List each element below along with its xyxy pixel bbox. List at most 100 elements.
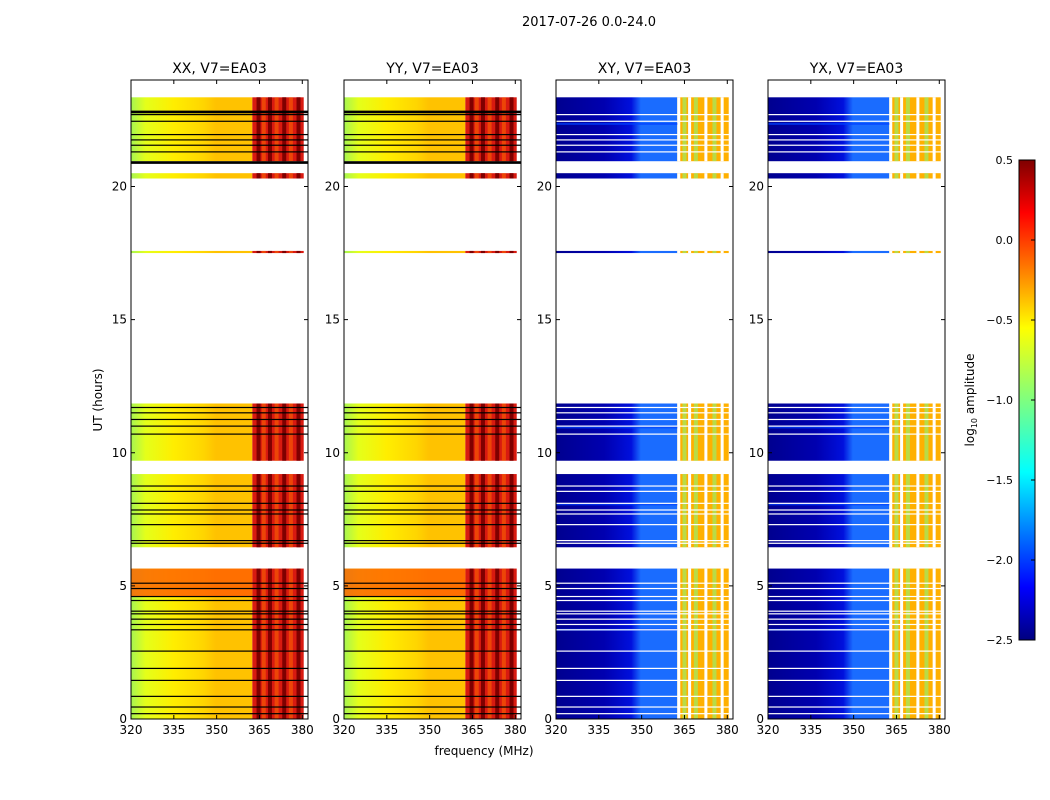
gap-line: [131, 406, 308, 409]
rfi-stripe: [900, 173, 904, 179]
gap-line: [344, 433, 521, 435]
gap-line: [556, 540, 733, 542]
gap-line: [344, 485, 521, 487]
cross-texture: [768, 122, 890, 125]
rfi-texture: [261, 173, 266, 179]
gap-line: [556, 595, 733, 598]
rfi-texture: [693, 173, 698, 179]
data-band-low: [131, 250, 253, 254]
rfi-stripe: [495, 173, 500, 179]
gap-line: [344, 502, 521, 504]
gap-line: [344, 418, 521, 421]
rfi-stripe: [688, 403, 692, 461]
y-tick-label: 15: [749, 313, 764, 327]
gap-line: [344, 587, 521, 590]
gap-line: [131, 582, 308, 584]
data-band-low: [131, 173, 253, 179]
gap-line: [344, 406, 521, 409]
cross-texture: [768, 426, 890, 429]
rfi-stripe: [704, 568, 708, 719]
warm-band: [131, 568, 253, 597]
colorbar-tick-label: −0.5: [986, 314, 1013, 327]
gap-line: [768, 139, 945, 141]
gap-line: [556, 610, 733, 612]
rfi-texture: [894, 403, 899, 461]
rfi-stripe: [480, 97, 485, 162]
data-band-low: [768, 250, 890, 254]
gap-line: [768, 524, 945, 526]
colorbar-label: log10 amplitude: [963, 354, 979, 447]
gap-line: [556, 599, 733, 602]
y-tick-label: 0: [119, 712, 127, 726]
gap-line: [768, 120, 945, 122]
rfi-texture: [274, 403, 279, 461]
data-band-low: [131, 97, 253, 162]
rfi-texture: [693, 250, 698, 254]
rfi-texture: [261, 568, 266, 719]
gap-line: [131, 713, 308, 715]
rfi-texture: [501, 97, 506, 162]
gap-line: [131, 433, 308, 435]
rfi-texture: [682, 403, 687, 461]
rfi-stripe: [495, 97, 500, 162]
panel-xx: XX, V7=EA03 320 335 350 365 380 0 5 10 15 20: [112, 61, 314, 737]
gap-line: [344, 133, 521, 136]
rfi-texture: [288, 568, 293, 719]
rfi-texture: [274, 173, 279, 179]
gap-line: [344, 425, 521, 427]
rfi-texture: [261, 250, 266, 254]
cross-texture: [556, 122, 678, 125]
flag-line: [344, 161, 521, 164]
gap-line: [768, 650, 945, 652]
gap-line: [131, 133, 308, 136]
colorbar-tick-label: −2.5: [986, 634, 1013, 647]
gap-line: [344, 120, 521, 122]
gap-line: [768, 540, 945, 542]
x-tick-label: 335: [587, 723, 610, 737]
y-tick-label: 5: [119, 579, 127, 593]
gap-line: [768, 490, 945, 492]
gap-line: [768, 706, 945, 708]
rfi-stripe: [282, 173, 287, 179]
gap-line: [344, 713, 521, 715]
gap-line: [768, 485, 945, 487]
y-tick-label: 10: [112, 446, 127, 460]
data-band-low: [344, 173, 466, 179]
rfi-stripe: [469, 568, 474, 719]
gap-line: [556, 133, 733, 136]
rfi-stripe: [704, 403, 708, 461]
data-band-low: [344, 97, 466, 162]
data-band-rfi: [889, 250, 941, 254]
data-band-low: [131, 474, 253, 548]
data-band-low: [344, 403, 466, 461]
gap-line: [768, 412, 945, 414]
rfi-stripe: [256, 568, 261, 719]
data-band-rfi: [889, 173, 941, 179]
rfi-stripe: [720, 173, 724, 179]
panel-yx: YX, V7=EA03 320 335 350 365 380 0 5 10 15 20: [749, 61, 951, 737]
gap-line: [344, 629, 521, 631]
rfi-stripe: [469, 474, 474, 548]
gap-line: [344, 679, 521, 681]
gap-line: [556, 144, 733, 146]
gap-line: [344, 540, 521, 542]
rfi-texture: [693, 568, 698, 719]
rfi-stripe: [469, 250, 474, 254]
data-band-low: [556, 403, 678, 461]
gap-line: [768, 610, 945, 612]
gap-line: [556, 412, 733, 414]
gap-line: [768, 599, 945, 602]
rfi-texture: [682, 173, 687, 179]
gap-line: [768, 613, 945, 615]
rfi-texture: [905, 403, 910, 461]
gap-line: [768, 144, 945, 146]
rfi-stripe: [916, 250, 920, 254]
y-tick-label: 5: [332, 579, 340, 593]
gap-line: [556, 623, 733, 626]
data-band-low: [556, 173, 678, 179]
panel-frame: [555, 79, 734, 720]
rfi-stripe: [916, 474, 920, 548]
rfi-stripe: [480, 474, 485, 548]
x-tick-label: 350: [630, 723, 653, 737]
gap-line: [556, 502, 733, 504]
